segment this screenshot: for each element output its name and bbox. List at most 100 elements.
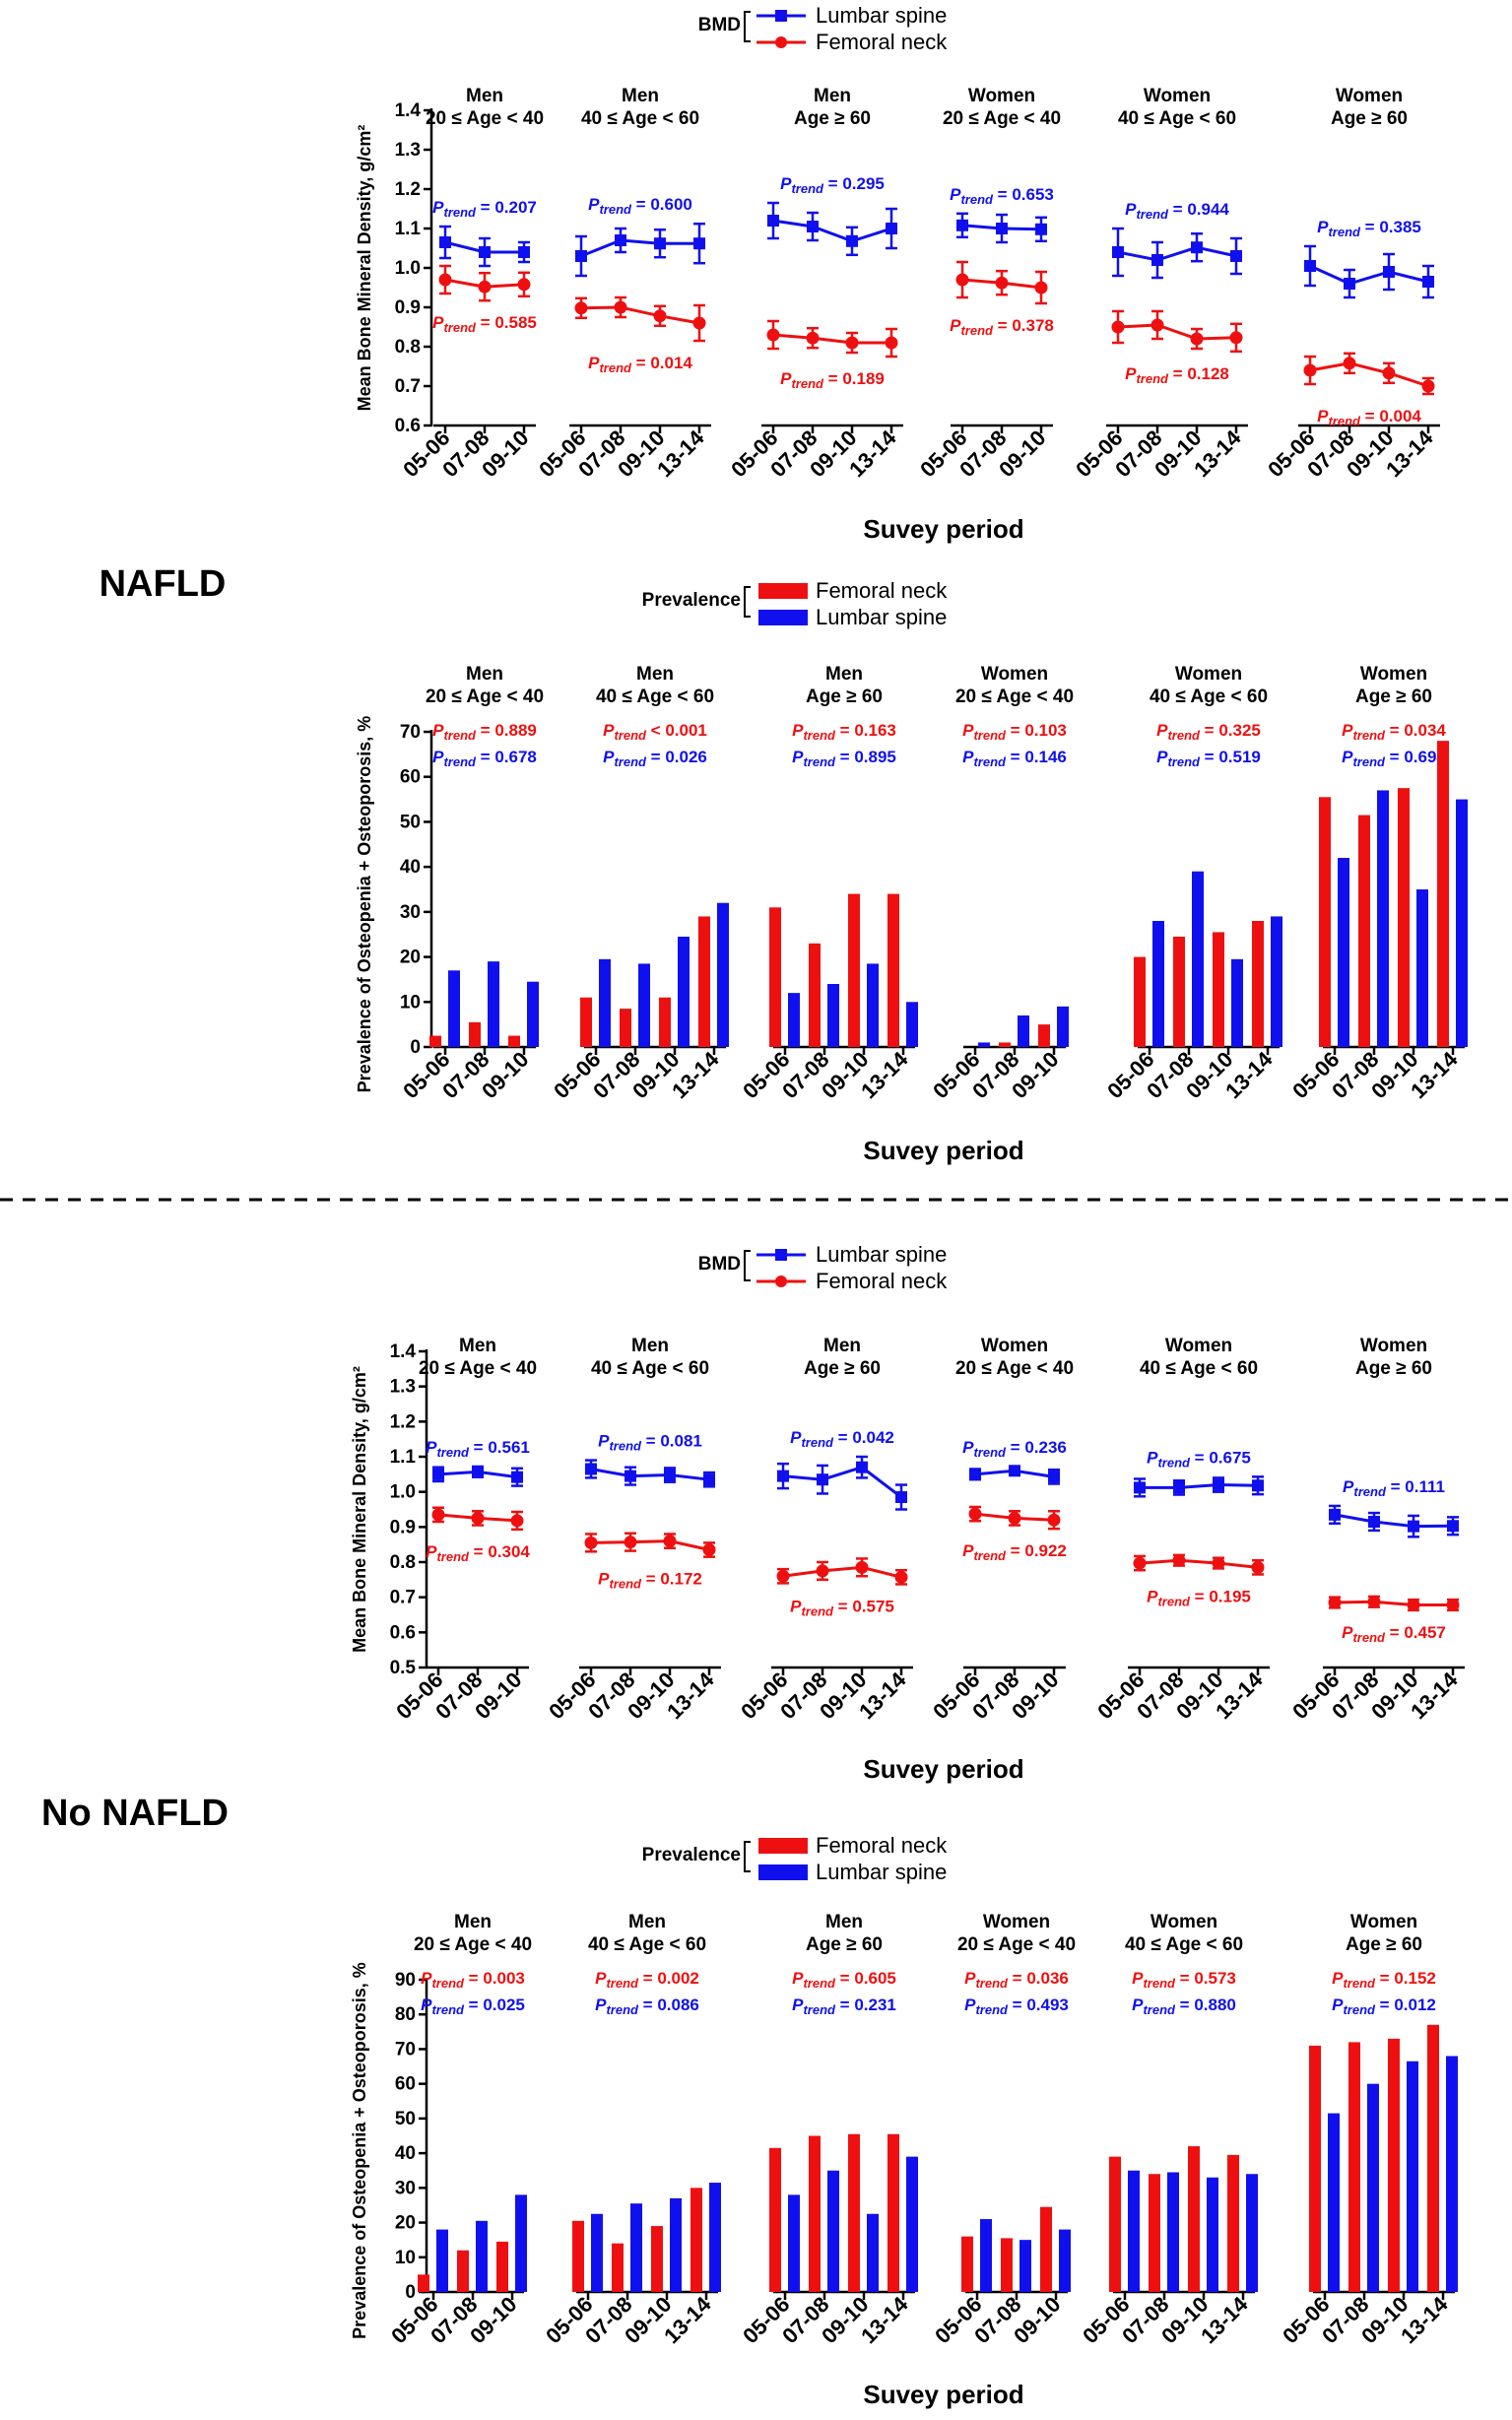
p-trend-femoral: Ptrend = 0.189 (780, 369, 885, 391)
lumbar-point (817, 1473, 828, 1486)
lumbar-bar (1456, 799, 1468, 1047)
p-trend-femoral: Ptrend = 0.103 (962, 721, 1067, 743)
lumbar-bar (980, 2219, 992, 2292)
p-trend-lumbar: Ptrend = 0.493 (964, 1995, 1069, 2017)
femoral-point (1328, 1596, 1342, 1609)
lumbar-line (1117, 245, 1237, 262)
femoral-point (1229, 331, 1243, 345)
y-tick-label: 30 (400, 902, 421, 923)
p-trend-lumbar: Ptrend = 0.081 (598, 1432, 702, 1454)
p-trend-femoral: Ptrend = 0.304 (426, 1542, 530, 1564)
y-tick-label: 0.9 (395, 297, 421, 318)
group-subtitle: 40 ≤ Age < 60 (581, 108, 699, 129)
lumbar-bar (1128, 2170, 1140, 2292)
lumbar-point (996, 223, 1008, 234)
group-subtitle: Age ≥ 60 (794, 108, 871, 129)
lumbar-bar (906, 2156, 918, 2292)
femoral-point (845, 336, 859, 350)
x-axis-title: Suvey period (863, 514, 1023, 544)
lumbar-bar (1367, 2083, 1379, 2292)
lumbar-point (1383, 266, 1395, 278)
lumbar-bar (1377, 790, 1389, 1047)
lumbar-line (772, 219, 892, 243)
group-title: Men (636, 664, 674, 685)
femoral-bar (1388, 2038, 1400, 2292)
legend-label: Femoral neck (816, 1833, 948, 1858)
legend-bracket (744, 1250, 751, 1281)
p-trend-femoral: Ptrend = 0.002 (595, 1969, 699, 1991)
femoral-bar (429, 1035, 441, 1047)
lumbar-point (439, 236, 451, 248)
lumbar-point (956, 219, 968, 231)
lumbar-bar (591, 2213, 603, 2292)
lumbar-bar (717, 902, 729, 1047)
p-trend-lumbar: Ptrend = 0.042 (790, 1428, 894, 1450)
femoral-bar (1188, 2146, 1200, 2292)
y-tick-label: 0.9 (390, 1517, 416, 1537)
group-subtitle: 20 ≤ Age < 40 (426, 108, 544, 129)
y-axis-title: Mean Bone Mineral Density, g/cm² (355, 125, 374, 412)
lumbar-point (856, 1461, 868, 1473)
group-subtitle: 20 ≤ Age < 40 (414, 1934, 532, 1955)
femoral-bar (1437, 741, 1449, 1047)
group-subtitle: 40 ≤ Age < 60 (1118, 108, 1236, 129)
femoral-point (1190, 332, 1204, 346)
p-trend-femoral: Ptrend = 0.195 (1147, 1587, 1251, 1608)
x-tick-label: 09-10 (994, 425, 1050, 482)
y-tick-label: 50 (400, 812, 421, 832)
femoral-bar (469, 1021, 481, 1047)
femoral-line (772, 333, 891, 345)
group-subtitle: Age ≥ 60 (806, 687, 883, 707)
p-trend-femoral: Ptrend = 0.034 (1342, 721, 1446, 743)
femoral-bar (1001, 2238, 1013, 2292)
lumbar-bar (867, 963, 879, 1047)
y-tick-label: 1.4 (390, 1341, 417, 1362)
section-label-nafld: NAFLD (99, 563, 227, 605)
femoral-point (1150, 318, 1164, 332)
lumbar-point (1035, 223, 1047, 235)
y-tick-label: 0 (410, 1037, 421, 1058)
lumbar-point (1048, 1471, 1060, 1483)
lumbar-line (1140, 1483, 1259, 1489)
femoral-point (855, 1560, 869, 1574)
femoral-point (1343, 357, 1356, 370)
lumbar-bar (709, 2183, 721, 2292)
lumbar-bar (1057, 1006, 1069, 1047)
p-trend-lumbar: Ptrend = 0.231 (792, 1995, 896, 2017)
lumbar-bar (476, 2220, 488, 2292)
lumbar-bar (1446, 2056, 1458, 2292)
group-title: Women (1165, 1336, 1232, 1356)
legend-label: Lumbar spine (816, 605, 947, 629)
y-tick-label: 60 (400, 767, 421, 788)
p-trend-femoral: Ptrend = 0.172 (598, 1570, 702, 1592)
y-tick-label: 1.3 (390, 1377, 416, 1398)
x-tick-label: 09-10 (465, 2292, 521, 2348)
femoral-point (885, 336, 898, 350)
lumbar-point (511, 1471, 523, 1483)
x-tick-label: 13-14 (659, 2291, 716, 2348)
section-label-no-nafld: No NAFLD (41, 1793, 229, 1834)
x-tick-label: 13-14 (1189, 425, 1246, 482)
x-tick-label: 09-10 (477, 1047, 533, 1103)
y-tick-label: 1.1 (395, 219, 422, 239)
femoral-point (438, 273, 452, 287)
femoral-bar (1398, 788, 1410, 1047)
femoral-bar (1149, 2174, 1160, 2292)
x-tick-label: 13-14 (854, 1667, 911, 1724)
legend-title: Prevalence (642, 1845, 741, 1865)
femoral-bar (418, 2274, 429, 2292)
x-tick-label: 09-10 (1007, 1047, 1063, 1103)
lumbar-bar (1338, 858, 1349, 1047)
lumbar-bar (448, 970, 460, 1047)
femoral-bar (1038, 1024, 1050, 1047)
femoral-line (590, 1539, 710, 1551)
legend-swatch-femoral (758, 1838, 808, 1854)
femoral-line (1117, 323, 1237, 341)
group-subtitle: 20 ≤ Age < 40 (943, 108, 1061, 129)
legend-marker-femoral (775, 1275, 787, 1287)
femoral-point (806, 331, 820, 345)
p-trend-lumbar: Ptrend = 0.519 (1156, 748, 1261, 769)
legend-swatch-lumbar (758, 610, 808, 625)
legend-bracket (744, 586, 751, 618)
femoral-point (702, 1543, 716, 1557)
